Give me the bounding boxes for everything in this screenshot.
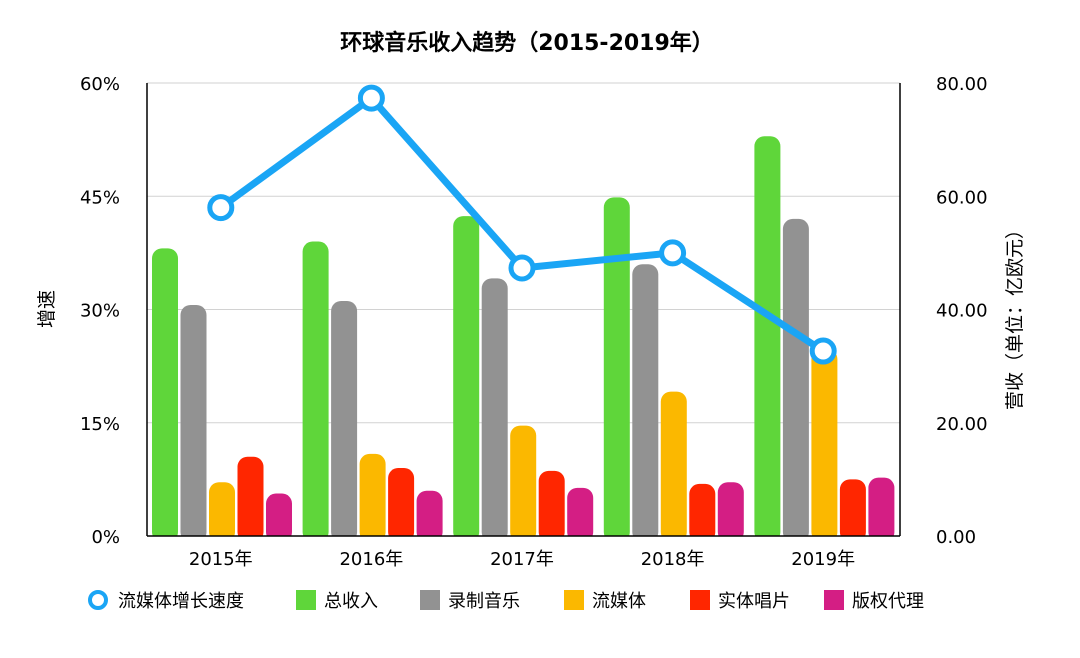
left-tick-label: 0% <box>91 527 120 548</box>
bar-3-4 <box>660 391 687 536</box>
bar-2-4 <box>632 264 659 536</box>
axes <box>146 83 901 537</box>
left-tick-label: 45% <box>80 187 120 208</box>
legend-label-3: 流媒体 <box>592 591 646 612</box>
legend-label-2: 录制音乐 <box>448 591 520 612</box>
legend-swatch-3 <box>564 590 584 610</box>
bar-2-5 <box>782 218 809 536</box>
bar-2-1 <box>180 304 207 536</box>
bar-2-2 <box>331 301 358 536</box>
right-axis-title: 营收（单位：亿欧元） <box>1004 220 1026 410</box>
bar-4-5 <box>839 479 866 536</box>
bar-5-4 <box>717 482 744 536</box>
chart-title: 环球音乐收入趋势（2015-2019年） <box>340 30 714 56</box>
right-tick-label: 60.00 <box>936 187 988 208</box>
bar-3-5 <box>811 349 838 536</box>
bar-5-1 <box>266 493 292 536</box>
growth-point-3 <box>508 254 536 282</box>
left-tick-label: 30% <box>80 301 120 322</box>
bar-3-1 <box>209 482 235 536</box>
bar-3-3 <box>510 425 537 536</box>
bar-4-3 <box>538 470 565 536</box>
bar-1-5 <box>754 136 781 536</box>
growth-point-4 <box>659 239 687 267</box>
bar-2-3 <box>481 278 508 536</box>
bar-5-2 <box>416 490 443 536</box>
right-tick-label: 20.00 <box>936 414 988 435</box>
legend-label-growth: 流媒体增长速度 <box>118 591 244 612</box>
bar-1-1 <box>152 248 178 536</box>
legend-swatch-2 <box>420 590 440 610</box>
right-tick-label: 0.00 <box>936 527 976 548</box>
bars <box>152 136 895 536</box>
growth-point-5 <box>809 337 837 365</box>
x-tick-label: 2016年 <box>339 549 403 570</box>
x-tick-label: 2015年 <box>189 549 253 570</box>
bar-5-3 <box>567 487 594 536</box>
bar-4-4 <box>689 483 716 536</box>
bar-4-2 <box>388 468 415 536</box>
x-tick-label: 2019年 <box>791 549 855 570</box>
legend-label-1: 总收入 <box>324 591 378 612</box>
left-axis-title: 增速 <box>36 290 58 328</box>
bar-1-4 <box>603 197 630 536</box>
bar-1-3 <box>453 216 480 536</box>
legend-swatch-growth <box>88 590 108 610</box>
right-tick-label: 40.00 <box>936 301 988 322</box>
legend-label-4: 实体唱片 <box>718 591 790 612</box>
left-tick-label: 15% <box>80 414 120 435</box>
growth-line <box>207 84 837 365</box>
bar-5-5 <box>868 477 895 536</box>
bar-1-2 <box>302 241 329 536</box>
bar-3-2 <box>359 453 386 536</box>
legend: 流媒体增长速度 总收入 录制音乐 流媒体 实体唱片 版权代理 <box>88 590 924 612</box>
left-tick-label: 60% <box>80 74 120 95</box>
x-tick-label: 2018年 <box>641 549 705 570</box>
growth-point-2 <box>357 84 385 112</box>
right-tick-label: 80.00 <box>936 74 988 95</box>
legend-swatch-4 <box>690 590 710 610</box>
bar-4-1 <box>237 456 264 536</box>
legend-label-5: 版权代理 <box>852 591 924 612</box>
legend-swatch-5 <box>824 590 844 610</box>
legend-swatch-1 <box>296 590 316 610</box>
tick-labels: 0% 15% 30% 45% 60% 0.00 20.00 40.00 60.00 80.00 20… <box>36 74 1026 570</box>
x-tick-label: 2017年 <box>490 549 554 570</box>
growth-point-1 <box>207 194 235 222</box>
